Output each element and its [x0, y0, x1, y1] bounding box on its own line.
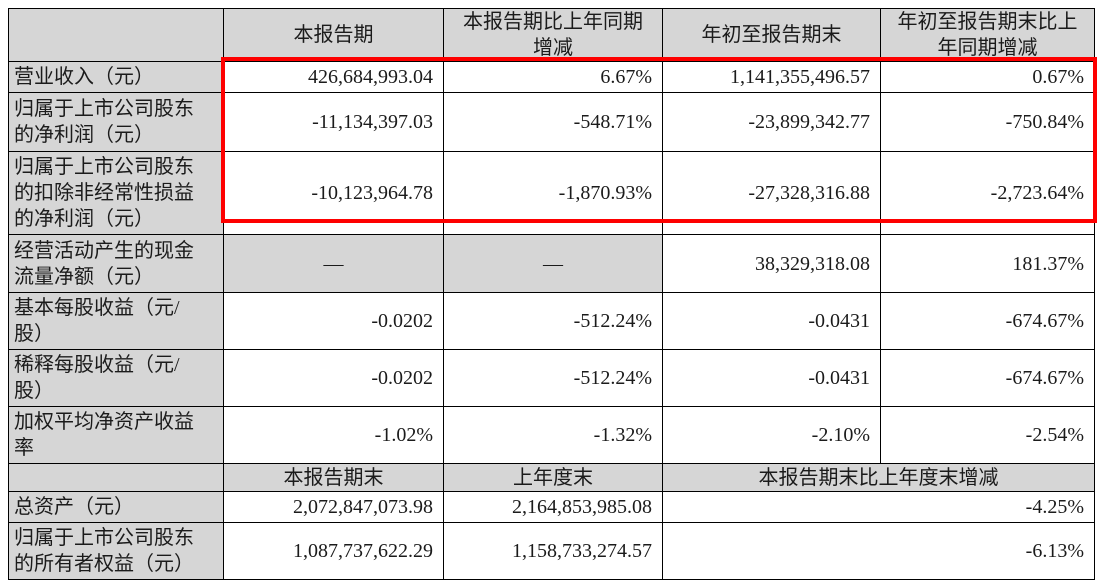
row-label: 营业收入（元） — [8, 61, 224, 93]
table-row-diluted-eps: 稀释每股收益（元/股） -0.0202 -512.24% -0.0431 -67… — [8, 349, 1095, 407]
table-row-total-assets: 总资产（元） 2,072,847,073.98 2,164,853,985.08… — [8, 491, 1095, 523]
row-label: 经营活动产生的现金流量净额（元） — [8, 234, 224, 293]
cell-value: -11,134,397.03 — [223, 92, 444, 152]
cell-value: -512.24% — [443, 349, 663, 407]
cell-value: -674.67% — [880, 349, 1095, 407]
cell-value: -4.25% — [662, 491, 1095, 523]
cell-value: -1.32% — [443, 406, 663, 464]
table-row-weighted-avg-roe: 加权平均净资产收益率 -1.02% -1.32% -2.10% -2.54% — [8, 406, 1095, 464]
cell-value: -512.24% — [443, 292, 663, 350]
financial-table-container: 本报告期 本报告期比上年同期增减 年初至报告期末 年初至报告期末比上年同期增减 … — [8, 8, 1097, 580]
table-row-basic-eps: 基本每股收益（元/股） -0.0202 -512.24% -0.0431 -67… — [8, 292, 1095, 350]
header-current-period-end: 本报告期末 — [223, 463, 444, 492]
row-label: 归属于上市公司股东的净利润（元） — [8, 92, 224, 152]
table-row-net-profit: 归属于上市公司股东的净利润（元） -11,134,397.03 -548.71%… — [8, 92, 1095, 152]
cell-value: -2.54% — [880, 406, 1095, 464]
header-corner-cell — [8, 463, 224, 492]
cell-value: 2,072,847,073.98 — [223, 491, 444, 523]
cell-value: -23,899,342.77 — [662, 92, 881, 152]
cell-value: 1,087,737,622.29 — [223, 522, 444, 580]
cell-value: -2.10% — [662, 406, 881, 464]
header-change-vs-prior-year-end: 本报告期末比上年度末增减 — [662, 463, 1095, 492]
table-row-shareholders-equity: 归属于上市公司股东的所有者权益（元） 1,087,737,622.29 1,15… — [8, 522, 1095, 580]
header-yoy-change: 本报告期比上年同期增减 — [443, 8, 663, 62]
header-row-period: 本报告期 本报告期比上年同期增减 年初至报告期末 年初至报告期末比上年同期增减 — [8, 8, 1095, 62]
cell-value: 0.67% — [880, 61, 1095, 93]
cell-value: -0.0431 — [662, 292, 881, 350]
header-corner-cell — [8, 8, 224, 62]
row-label: 归属于上市公司股东的扣除非经常性损益的净利润（元） — [8, 151, 224, 235]
cell-value: -0.0202 — [223, 349, 444, 407]
cell-value: 6.67% — [443, 61, 663, 93]
table-row-revenue: 营业收入（元） 426,684,993.04 6.67% 1,141,355,4… — [8, 61, 1095, 93]
cell-value: -10,123,964.78 — [223, 151, 444, 235]
row-label: 归属于上市公司股东的所有者权益（元） — [8, 522, 224, 580]
table-row-operating-cash-flow: 经营活动产生的现金流量净额（元） — — 38,329,318.08 181.3… — [8, 234, 1095, 293]
cell-empty-dash: — — [443, 234, 663, 293]
cell-empty-dash: — — [223, 234, 444, 293]
key-indicators-table: 本报告期 本报告期比上年同期增减 年初至报告期末 年初至报告期末比上年同期增减 … — [8, 8, 1095, 580]
row-label: 加权平均净资产收益率 — [8, 406, 224, 464]
cell-value: 1,158,733,274.57 — [443, 522, 663, 580]
cell-value: -2,723.64% — [880, 151, 1095, 235]
cell-value: -1.02% — [223, 406, 444, 464]
cell-value: -750.84% — [880, 92, 1095, 152]
row-label: 总资产（元） — [8, 491, 224, 523]
cell-value: 181.37% — [880, 234, 1095, 293]
cell-value: 1,141,355,496.57 — [662, 61, 881, 93]
cell-value: -27,328,316.88 — [662, 151, 881, 235]
header-ytd: 年初至报告期末 — [662, 8, 881, 62]
header-row-period-end: 本报告期末 上年度末 本报告期末比上年度末增减 — [8, 463, 1095, 492]
row-label: 稀释每股收益（元/股） — [8, 349, 224, 407]
cell-value: -548.71% — [443, 92, 663, 152]
header-prior-year-end: 上年度末 — [443, 463, 663, 492]
row-label: 基本每股收益（元/股） — [8, 292, 224, 350]
cell-value: 426,684,993.04 — [223, 61, 444, 93]
table-row-net-profit-excl-nonrecurring: 归属于上市公司股东的扣除非经常性损益的净利润（元） -10,123,964.78… — [8, 151, 1095, 235]
header-current-period: 本报告期 — [223, 8, 444, 62]
cell-value: -0.0202 — [223, 292, 444, 350]
cell-value: 38,329,318.08 — [662, 234, 881, 293]
cell-value: -6.13% — [662, 522, 1095, 580]
header-ytd-yoy-change: 年初至报告期末比上年同期增减 — [880, 8, 1095, 62]
cell-value: -0.0431 — [662, 349, 881, 407]
cell-value: -1,870.93% — [443, 151, 663, 235]
cell-value: -674.67% — [880, 292, 1095, 350]
cell-value: 2,164,853,985.08 — [443, 491, 663, 523]
